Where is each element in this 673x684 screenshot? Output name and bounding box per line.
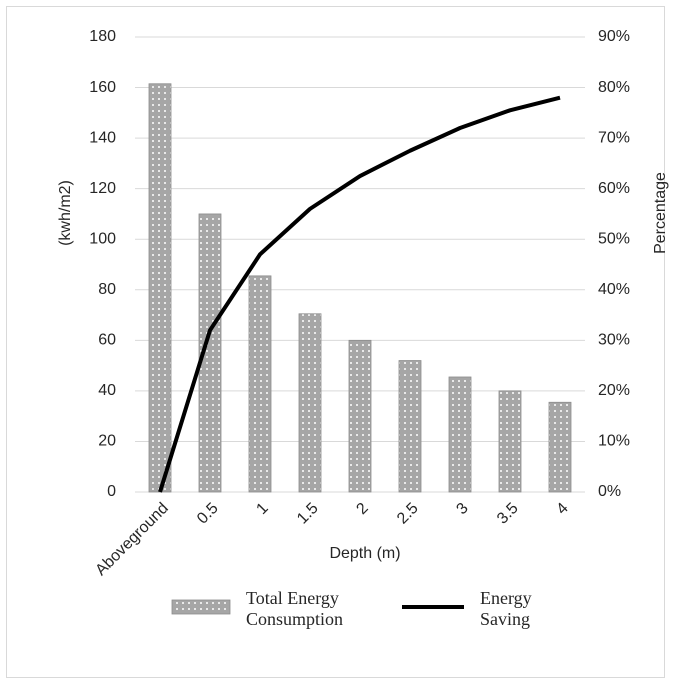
x-tick-label: 4 xyxy=(553,500,571,518)
legend-swatch xyxy=(171,599,231,615)
line xyxy=(158,95,561,493)
x-tick-label: 3.5 xyxy=(494,500,522,528)
y2-tick-label: 80% xyxy=(598,79,630,96)
bar xyxy=(448,376,472,493)
y-tick-label: 180 xyxy=(89,28,116,45)
y2-tick-label: 0% xyxy=(598,483,621,500)
x-tick-label: Aboveground xyxy=(92,500,171,579)
y2-tick-label: 20% xyxy=(598,382,630,399)
bar xyxy=(248,275,272,493)
y2-tick-label: 50% xyxy=(598,230,630,247)
y-tick-label: 0 xyxy=(107,483,116,500)
y2-tick-label: 40% xyxy=(598,281,630,298)
y-tick-label: 120 xyxy=(89,180,116,197)
x-tick-label: 3 xyxy=(453,500,471,518)
x-tick-label: 1 xyxy=(253,500,271,518)
legend-label: Energy Saving xyxy=(480,588,532,629)
x-tick-label: 1.5 xyxy=(294,500,322,528)
bar xyxy=(298,313,322,493)
y-tick-label: 40 xyxy=(98,382,116,399)
y2-tick-label: 60% xyxy=(598,180,630,197)
y-tick-label: 160 xyxy=(89,79,116,96)
legend-label: Total Energy Consumption xyxy=(246,588,344,629)
y2-axis-title: Percentage xyxy=(652,172,669,254)
y2-tick-label: 90% xyxy=(598,28,630,45)
x-axis-title: Depth (m) xyxy=(329,545,400,562)
x-tick-label: 2.5 xyxy=(394,500,422,528)
bar xyxy=(398,360,422,493)
bar xyxy=(148,83,172,493)
bar xyxy=(548,401,572,493)
y2-tick-label: 10% xyxy=(598,433,630,450)
y-tick-label: 20 xyxy=(98,433,116,450)
x-tick-label: 0.5 xyxy=(194,500,222,528)
y2-tick-label: 30% xyxy=(598,332,630,349)
y-tick-label: 140 xyxy=(89,129,116,146)
y2-tick-label: 70% xyxy=(598,129,630,146)
bar xyxy=(498,390,522,493)
y-tick-label: 100 xyxy=(89,230,116,247)
y-axis-title: (kwh/m2) xyxy=(57,180,74,246)
bar xyxy=(198,213,222,493)
x-tick-label: 2 xyxy=(353,500,371,518)
chart-border xyxy=(6,6,665,678)
bar xyxy=(348,339,372,493)
y-tick-label: 80 xyxy=(98,281,116,298)
y-tick-label: 60 xyxy=(98,332,116,349)
